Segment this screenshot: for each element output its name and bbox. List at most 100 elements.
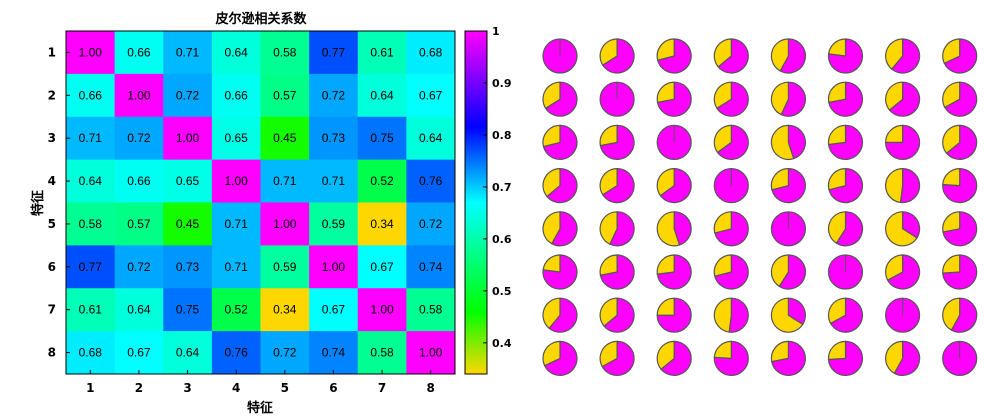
pie-slice-main bbox=[543, 340, 578, 376]
heatmap-cell bbox=[260, 159, 310, 203]
pie-slice-main bbox=[716, 124, 749, 160]
heatmap-cell bbox=[309, 245, 359, 289]
pie-slice-rest bbox=[770, 38, 789, 72]
pie-slice-main bbox=[835, 211, 864, 247]
pie-slice-rest bbox=[770, 254, 789, 288]
heatmap-cell-label: 0.71 bbox=[225, 260, 249, 274]
x-tick-label: 6 bbox=[329, 381, 337, 395]
heatmap-cell bbox=[163, 159, 213, 203]
heatmap-cell-label: 0.68 bbox=[419, 45, 443, 59]
heatmap-cell-label: 0.77 bbox=[79, 260, 103, 274]
pie-slice-rest bbox=[885, 340, 904, 375]
pie-slice-rest bbox=[656, 167, 675, 197]
pie-slice-rest bbox=[599, 167, 618, 196]
heatmap-cell-label: 0.73 bbox=[176, 260, 200, 274]
heatmap-cell-label: 1.00 bbox=[273, 217, 297, 231]
pie-slice-rest bbox=[770, 167, 789, 191]
heatmap-cell bbox=[211, 288, 261, 332]
pie-slice-rest bbox=[599, 211, 618, 245]
pie-slice-rest bbox=[885, 211, 918, 247]
heatmap-cell bbox=[357, 159, 407, 203]
pie-slice-rest bbox=[942, 297, 961, 331]
pie-slice-rest bbox=[542, 297, 561, 330]
heatmap-cell-label: 0.74 bbox=[322, 346, 346, 360]
heatmap-cell-label: 0.64 bbox=[127, 303, 151, 317]
y-tick-label: 1 bbox=[48, 45, 56, 59]
pie-slice-rest bbox=[885, 81, 904, 111]
heatmap-cell-label: 1.00 bbox=[225, 174, 249, 188]
pie-slice-rest bbox=[599, 340, 618, 368]
x-tick-label: 3 bbox=[183, 381, 191, 395]
heatmap-cell-label: 0.58 bbox=[419, 303, 443, 317]
heatmap-cell bbox=[114, 73, 164, 118]
pie-slice-rest bbox=[713, 297, 732, 333]
pie-slice-main bbox=[660, 340, 692, 376]
heatmap-cell-label: 0.59 bbox=[273, 260, 297, 274]
heatmap-cell bbox=[163, 245, 213, 289]
heatmap-cell bbox=[114, 245, 164, 289]
heatmap-cell bbox=[66, 331, 116, 375]
pie-slice-rest bbox=[599, 124, 618, 147]
pie-slice-rest bbox=[827, 297, 847, 325]
heatmap-cell bbox=[114, 202, 164, 246]
colorbar-tick-label: 0.8 bbox=[492, 129, 512, 142]
pie-slice-main bbox=[829, 297, 864, 333]
heatmap-cell-label: 0.67 bbox=[322, 303, 346, 317]
y-axis-label: 特征 bbox=[30, 190, 46, 216]
pie-slice-rest bbox=[542, 81, 561, 110]
pie-slice-rest bbox=[942, 81, 961, 109]
heatmap-cell-label: 0.67 bbox=[127, 346, 151, 360]
heatmap-cell bbox=[66, 159, 116, 203]
heatmap-cell bbox=[211, 331, 261, 375]
heatmap-cell bbox=[406, 288, 456, 332]
x-tick-label: 5 bbox=[281, 381, 289, 395]
heatmap-cell bbox=[406, 159, 456, 203]
heatmap-cell-label: 0.68 bbox=[79, 346, 103, 360]
heatmap-cell-label: 0.66 bbox=[225, 88, 249, 102]
heatmap-cell bbox=[114, 31, 164, 75]
heatmap-cell bbox=[163, 202, 213, 246]
pie-slice-rest bbox=[713, 124, 732, 154]
heatmap-cell bbox=[114, 159, 164, 203]
y-tick-label: 3 bbox=[48, 131, 56, 145]
pie-slice-main bbox=[673, 211, 692, 246]
heatmap-cell bbox=[163, 73, 213, 118]
pie-slice-rest bbox=[827, 81, 847, 104]
heatmap-cell-label: 0.34 bbox=[273, 303, 297, 317]
pie-slice-rest bbox=[827, 38, 847, 57]
heatmap-cell-label: 0.72 bbox=[273, 346, 297, 360]
heatmap-cell bbox=[309, 202, 359, 246]
pie-slice-rest bbox=[942, 38, 961, 65]
pie-slice-main bbox=[899, 167, 921, 204]
heatmap-cell-label: 0.34 bbox=[370, 217, 394, 231]
y-tick-label: 7 bbox=[48, 303, 56, 317]
colorbar-tick-label: 1 bbox=[492, 25, 500, 38]
heatmap-cell-label: 0.57 bbox=[273, 88, 297, 102]
heatmap-cell-label: 0.58 bbox=[79, 217, 103, 231]
colorbar-tick-label: 0.4 bbox=[492, 337, 512, 350]
pie-slice-rest bbox=[599, 297, 618, 327]
heatmap-cell-label: 0.75 bbox=[370, 131, 394, 145]
pie-slice-rest bbox=[942, 167, 961, 187]
heatmap-cell bbox=[357, 331, 407, 375]
heatmap-cell-label: 1.00 bbox=[322, 260, 346, 274]
heatmap-cell bbox=[66, 245, 116, 289]
heatmap-cell-label: 0.76 bbox=[419, 174, 443, 188]
pie-slice-rest bbox=[599, 254, 618, 276]
pie-slice-rest bbox=[713, 81, 732, 110]
heatmap-cell bbox=[211, 202, 261, 246]
pie-slice-rest bbox=[713, 254, 732, 277]
pie-slice-rest bbox=[713, 340, 732, 360]
heatmap-cell bbox=[309, 31, 359, 75]
pie-slice-main bbox=[778, 254, 806, 290]
pie-slice-main bbox=[601, 340, 635, 376]
pie-slice-main bbox=[945, 124, 978, 160]
heatmap-cell bbox=[163, 331, 213, 375]
pie-slice-main bbox=[787, 124, 806, 160]
pie-slice-main bbox=[728, 297, 749, 333]
heatmap-cell bbox=[406, 116, 456, 161]
heatmap-cell bbox=[260, 73, 310, 118]
pie-slice-main bbox=[548, 297, 578, 333]
pie-slice-rest bbox=[542, 211, 561, 245]
colorbar-tick-label: 0.9 bbox=[492, 77, 512, 90]
